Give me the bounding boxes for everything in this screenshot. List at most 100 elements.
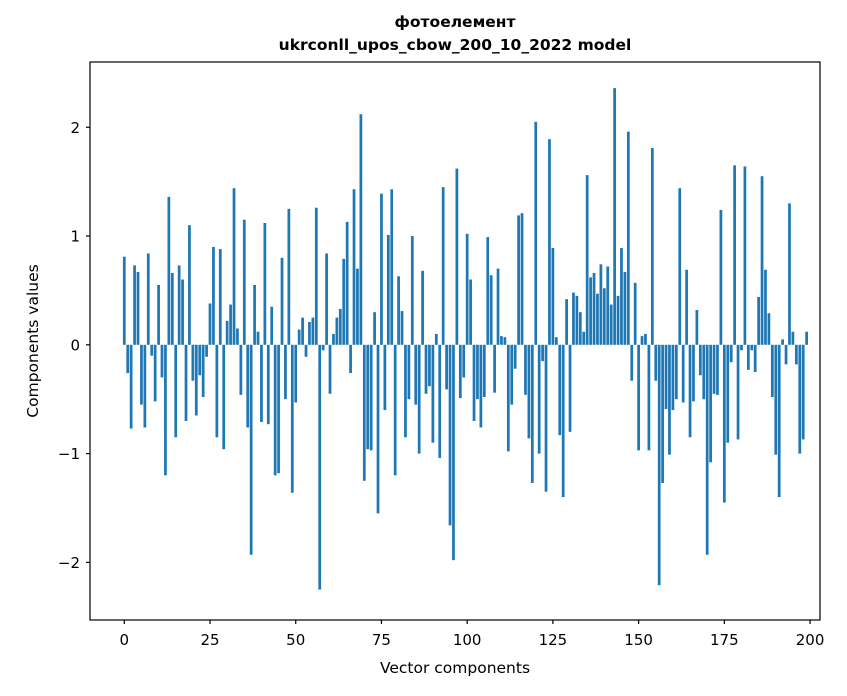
bar [770,344,774,398]
bar [561,344,565,498]
bar [277,344,280,474]
bar [472,344,476,421]
bar [753,344,757,372]
bar [191,344,195,381]
bar [572,292,575,345]
bar [328,344,332,394]
bar [201,344,205,398]
bar [469,279,472,345]
bar [599,264,603,345]
bar [476,344,479,400]
x-axis-label: Vector components [380,659,530,677]
bar [129,344,133,429]
bar [273,344,277,476]
bar [520,213,524,345]
bar [541,344,544,362]
bar [596,293,599,345]
bar [160,344,164,378]
bar [777,344,781,498]
bar [157,284,160,345]
bar [284,344,287,400]
bar [681,344,685,403]
bar [390,189,394,345]
y-tick-label: 1 [70,228,80,246]
bar [527,344,531,439]
x-tick-label: 25 [200,631,219,649]
bar [369,344,373,451]
bar [318,344,322,590]
bar [362,344,366,481]
x-axis-ticks: 0 25 50 75 100 125 150 175 200 [120,620,825,649]
bar [445,344,448,390]
bar [500,336,503,345]
bar [232,188,236,345]
bar [644,333,647,345]
bar [692,344,695,402]
bar [657,344,661,586]
chart-title-line1: фотоелемент [395,13,516,31]
x-tick-label: 175 [710,631,739,649]
bar [349,344,352,374]
x-tick-label: 75 [372,631,391,649]
plot-frame [89,61,821,621]
bar [126,344,130,374]
bar [342,258,346,345]
x-tick-label: 50 [286,631,305,649]
bar [150,344,154,356]
bar [582,331,586,345]
bar [215,344,219,438]
bar [801,344,805,440]
bar [781,339,784,345]
bar [122,256,126,345]
bar [609,304,613,345]
bar [685,269,688,345]
bar [722,344,726,503]
x-tick-label: 200 [796,631,825,649]
bar [260,344,263,423]
bar [606,266,610,345]
bar [788,203,791,345]
bar [174,344,178,438]
bar [637,344,640,451]
bar [647,344,651,451]
bar [465,233,469,345]
bars-group [122,88,808,590]
y-tick-label: 2 [70,119,80,137]
bar [506,344,510,452]
bar [308,321,311,345]
bar [654,344,658,381]
bar [626,131,630,345]
bar [366,344,370,450]
bar [513,344,517,369]
bar [585,175,589,345]
bar [530,344,534,483]
bar [205,344,208,357]
bar [554,337,558,345]
bar [335,317,339,345]
bar [503,337,507,345]
bar [153,344,157,402]
bar [181,279,184,345]
bar [359,114,363,345]
bar [146,253,150,345]
bar [719,209,723,345]
bar [332,333,335,345]
bar [170,273,174,345]
bar [236,328,239,345]
bar [510,344,514,405]
y-axis-ticks: 2 1 0 −1 −2 [58,119,90,572]
bar [428,344,431,387]
x-tick-label: 150 [624,631,653,649]
bar [431,344,435,443]
bar [400,311,404,345]
bar [404,344,407,438]
bar [537,344,541,454]
bar [249,344,253,555]
bar [270,306,274,345]
bar [184,344,188,421]
y-tick-label: 0 [70,336,80,354]
chart-title-line2: ukrconll_upos_cbow_200_10_2022 model [279,36,632,54]
bar [640,336,644,345]
